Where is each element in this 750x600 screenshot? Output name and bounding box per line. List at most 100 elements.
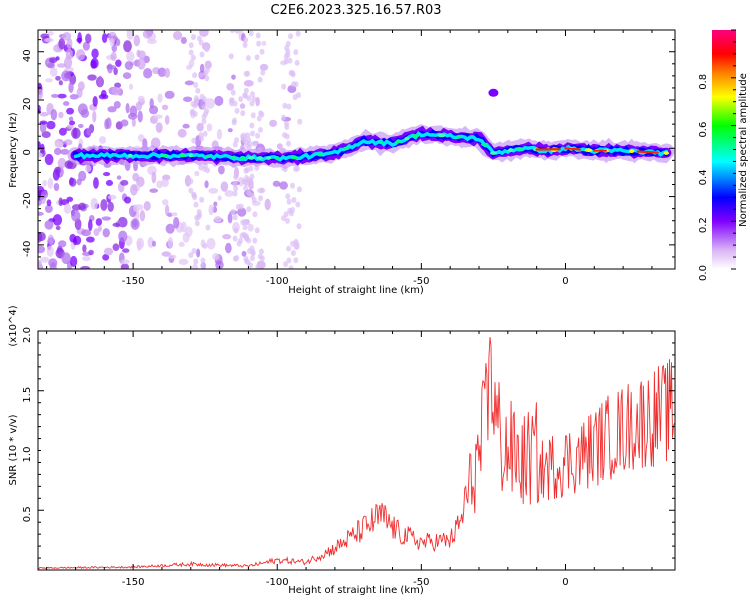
spectrogram-noise-cell — [137, 134, 145, 142]
snr-y-multiplier: (x10^4) — [8, 305, 19, 346]
spectrogram-noise-cell — [142, 30, 153, 39]
spectrogram-noise-cell — [199, 63, 205, 74]
spectrogram-frame — [37, 29, 676, 270]
spectrogram-noise-cell — [47, 31, 54, 36]
spectrogram-noise-cell — [247, 223, 254, 232]
spectrogram-noise-cell — [233, 174, 239, 181]
spectrogram-noise-cell — [82, 244, 87, 253]
spectrogram-noise-cell — [206, 123, 213, 132]
spectrogram-noise-cell — [132, 219, 138, 228]
spectrogram-hot-spot — [178, 153, 186, 158]
spectrogram-noise-cell — [189, 109, 195, 116]
spectrogram-noise-cell — [188, 178, 194, 185]
spectrogram-noise-cell — [38, 152, 43, 159]
spectrogram-noise-cell — [44, 204, 53, 213]
snr-y-tick-label: 2.0 — [22, 327, 33, 343]
spectrogram-noise-cell — [183, 96, 193, 102]
spectrogram-noise-cell — [225, 242, 232, 254]
spectrogram-noise-cell — [137, 110, 143, 123]
spectrogram-noise-cell — [68, 116, 74, 122]
spectrogram-noise-cell — [46, 120, 56, 130]
spectrogram-panel: -150 -100 -50 0 -40 -20 0 20 40 Height of strai… — [8, 29, 676, 296]
spectrogram-hot-spot — [663, 151, 669, 155]
spectrogram-noise-cell — [51, 93, 59, 98]
spectrogram-noise-cell — [216, 128, 223, 140]
spectrogram-noise-cell — [240, 134, 246, 141]
spectrogram-noise-cell — [107, 106, 117, 113]
spectrogram-noise-cell — [93, 177, 99, 189]
spectrogram-x-tick-label: -150 — [122, 276, 145, 287]
spectrogram-noise-cell — [193, 258, 199, 265]
spectrogram-noise-cell — [231, 119, 237, 126]
spectrogram-noise-cell — [242, 42, 248, 49]
spectrogram-hot-spot — [266, 156, 272, 160]
spectrogram-noise-cell — [285, 40, 291, 47]
spectrogram-noise-cell — [212, 253, 220, 261]
spectrogram-noise-cell — [286, 257, 292, 264]
spectrogram-noise-cell — [249, 245, 255, 252]
spectrogram-noise-cell — [180, 36, 187, 45]
spectrogram-noise-cell — [254, 54, 260, 61]
spectrogram-noise-cell — [157, 93, 163, 103]
colorbar-tick-label: 0.6 — [698, 122, 709, 138]
spectrogram-noise-cell — [100, 198, 108, 211]
spectrogram-noise-cell — [248, 165, 254, 172]
spectrogram-noise-cell — [115, 38, 121, 47]
spectrogram-noise-cell — [245, 54, 251, 61]
spectrogram-hot-spot — [437, 133, 446, 138]
spectrogram-noise-cell — [60, 148, 70, 155]
spectrogram-hot-spot — [127, 153, 133, 158]
spectrogram-noise-cell — [54, 141, 64, 148]
spectrogram-noise-cell — [246, 190, 252, 197]
spectrogram-noise-cell — [214, 215, 222, 223]
spectrogram-noise-cell — [165, 223, 175, 234]
spectrogram-noise-cell — [248, 30, 254, 37]
spectrogram-noise-cell — [232, 181, 238, 188]
spectrogram-noise-cell — [57, 93, 67, 99]
spectrogram-noise-cell — [85, 236, 95, 243]
spectrogram-noise-cell — [208, 187, 219, 194]
spectrogram-noise-cell — [149, 188, 159, 193]
spectrogram-noise-cell — [49, 57, 58, 64]
spectrogram-noise-cell — [250, 130, 256, 137]
spectrogram-noise-cell — [296, 92, 302, 99]
spectrogram-noise-cell — [125, 103, 130, 114]
spectrogram-noise-cell — [138, 50, 146, 60]
spectrogram-noise-cell — [240, 110, 246, 117]
spectrogram-noise-cell — [188, 42, 194, 49]
spectrogram-noise-cell — [80, 265, 91, 269]
spectrogram-noise-cell — [249, 100, 255, 107]
spectrogram-noise-cell — [44, 153, 54, 166]
spectrogram-noise-cell — [226, 83, 235, 91]
spectrogram-noise-cell — [149, 98, 154, 109]
spectrogram-noise-cell — [64, 56, 73, 69]
spectrogram-hot-spot — [161, 153, 169, 158]
spectrogram-noise-cell — [58, 37, 66, 50]
spectrogram-noise-cell — [62, 101, 70, 106]
spectrogram-noise-cell — [255, 132, 261, 139]
spectrogram-noise-cell — [127, 112, 138, 120]
spectrogram-noise-cell — [107, 201, 114, 212]
spectrogram-noise-cell — [232, 141, 238, 148]
snr-y-ticks: 0.5 1.0 1.5 2.0 — [22, 327, 675, 559]
spectrogram-noise-cell — [295, 30, 301, 37]
spectrogram-noise-cell — [248, 183, 254, 190]
spectrogram-noise-cell — [46, 245, 54, 257]
spectrogram-noise-cell — [276, 143, 283, 150]
spectrogram-noise-cell — [199, 51, 205, 58]
spectrogram-noise-cell — [245, 259, 251, 266]
spectrogram-noise-cell — [78, 170, 87, 182]
spectrogram-noise-cell — [190, 100, 196, 107]
spectrogram-noise-cell — [213, 201, 218, 207]
spectrogram-noise-cell — [45, 78, 53, 83]
spectrogram-noise-cell — [285, 193, 291, 200]
spectrogram-noise-cell — [143, 67, 153, 79]
spectrogram-noise-cell — [202, 242, 208, 249]
spectrogram-noise-cell — [259, 187, 265, 194]
snr-y-axis-label: SNR (10 * v/v) — [8, 414, 19, 485]
spectrogram-noise-cell — [294, 165, 300, 172]
spectrogram-noise-cell — [70, 255, 78, 268]
spectrogram-noise-cell — [256, 40, 262, 47]
spectrogram-noise-cell — [113, 101, 121, 109]
spectrogram-noise-cell — [244, 218, 250, 225]
